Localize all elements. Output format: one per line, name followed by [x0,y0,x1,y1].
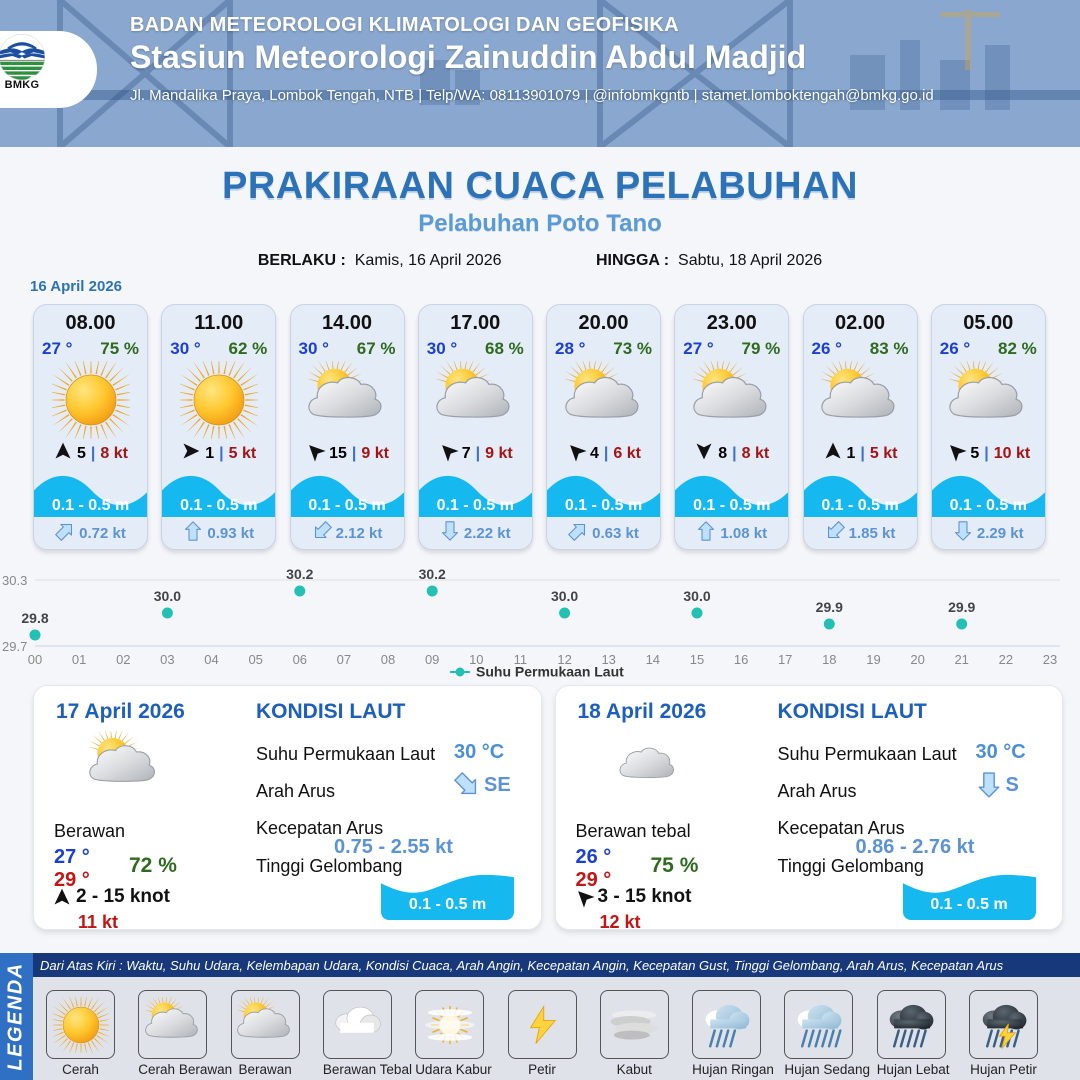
svg-text:30.0: 30.0 [154,588,181,604]
svg-text:30.0: 30.0 [551,588,578,604]
svg-text:14: 14 [646,652,660,667]
svg-text:05: 05 [248,652,262,667]
svg-text:30.2: 30.2 [419,566,446,582]
svg-text:09: 09 [425,652,439,667]
svg-text:02: 02 [116,652,130,667]
svg-text:20: 20 [910,652,924,667]
svg-text:04: 04 [204,652,218,667]
svg-text:29.9: 29.9 [948,599,975,615]
svg-text:19: 19 [866,652,880,667]
svg-text:30.3: 30.3 [2,573,27,588]
svg-text:03: 03 [160,652,174,667]
svg-text:29.7: 29.7 [2,639,27,654]
svg-text:01: 01 [72,652,86,667]
svg-text:Suhu Permukaan Laut: Suhu Permukaan Laut [476,664,624,680]
svg-text:00: 00 [28,652,42,667]
svg-text:08: 08 [381,652,395,667]
svg-text:22: 22 [999,652,1013,667]
svg-text:15: 15 [690,652,704,667]
svg-text:18: 18 [822,652,836,667]
svg-text:30.2: 30.2 [286,566,313,582]
svg-text:17: 17 [778,652,792,667]
svg-text:06: 06 [293,652,307,667]
svg-text:30.0: 30.0 [683,588,710,604]
svg-text:16: 16 [734,652,748,667]
svg-text:21: 21 [954,652,968,667]
svg-text:29.8: 29.8 [21,610,48,626]
svg-text:29.9: 29.9 [816,599,843,615]
svg-text:23: 23 [1043,652,1057,667]
svg-text:07: 07 [337,652,351,667]
